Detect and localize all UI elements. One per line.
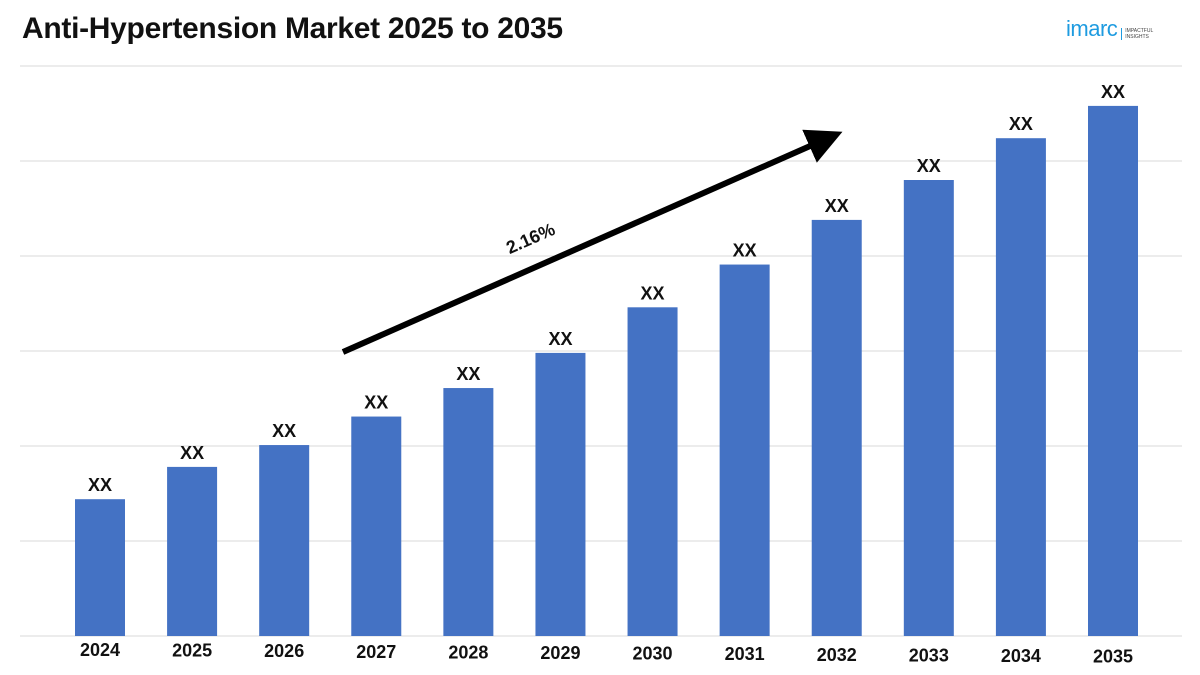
bar-2026 [259, 445, 310, 636]
data-label: XX [733, 241, 757, 261]
gridlines [20, 65, 1182, 637]
x-tick-label: 2027 [356, 642, 396, 662]
x-tick-label: 2026 [264, 641, 304, 661]
data-label: XX [364, 393, 388, 413]
data-label: XX [825, 196, 849, 216]
logo-tagline: IMPACTFUL INSIGHTS [1121, 28, 1153, 40]
data-label: XX [917, 156, 941, 176]
bar-2030 [627, 307, 678, 636]
x-tick-label: 2032 [817, 645, 857, 665]
bar-2027 [351, 416, 402, 636]
bars [75, 105, 1138, 636]
bar-2028 [443, 388, 494, 636]
imarc-logo: imarc IMPACTFUL INSIGHTS [1066, 16, 1153, 41]
x-tick-label: 2024 [80, 640, 120, 660]
x-axis-ticks: 2024 2025 2026 2027 2028 2029 2030 2031 2032 2033… [80, 640, 1133, 667]
bar-2031 [719, 264, 770, 636]
x-tick-label: 2029 [540, 643, 580, 663]
bar-2029 [535, 352, 586, 636]
data-label: XX [1101, 82, 1125, 102]
data-label: XX [1009, 114, 1033, 134]
data-label: XX [180, 443, 204, 463]
x-tick-label: 2031 [725, 644, 765, 664]
x-tick-label: 2033 [909, 645, 949, 665]
chart-title: Anti-Hypertension Market 2025 to 2035 [22, 12, 563, 45]
bar-2033 [903, 180, 954, 636]
x-tick-label: 2034 [1001, 646, 1041, 666]
x-tick-label: 2028 [448, 642, 488, 662]
bar-2035 [1088, 105, 1138, 636]
data-labels: XX XX XX XX XX XX XX XX XX XX XX XX [88, 82, 1125, 495]
data-label: XX [88, 475, 112, 495]
bar-2032 [811, 219, 862, 636]
data-label: XX [456, 364, 480, 384]
data-label: XX [641, 283, 665, 303]
bar-2025 [167, 466, 218, 636]
bar-2034 [995, 138, 1046, 636]
x-tick-label: 2030 [633, 644, 673, 664]
logo-wordmark: imarc [1066, 16, 1118, 41]
bar-2024 [75, 499, 125, 636]
cagr-label: 2.16% [503, 219, 558, 258]
data-label: XX [548, 329, 572, 349]
x-tick-label: 2025 [172, 641, 212, 661]
growth-arrow [341, 129, 843, 355]
x-tick-label: 2035 [1093, 647, 1133, 667]
data-label: XX [272, 421, 296, 441]
